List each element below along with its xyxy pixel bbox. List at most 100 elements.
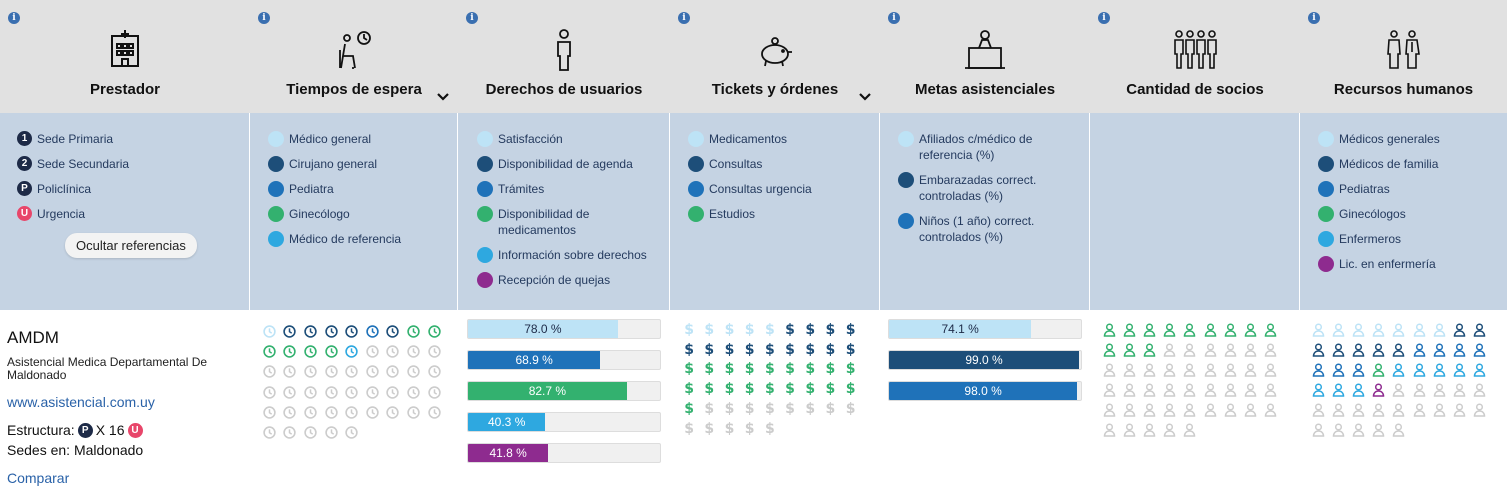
person-icon bbox=[1240, 360, 1260, 380]
progress-bar: 40.3 % bbox=[467, 412, 661, 432]
header-col-recursos[interactable]: i Recursos humanos bbox=[1300, 0, 1507, 113]
dollar-icon: $ bbox=[785, 341, 795, 358]
header-col-tickets[interactable]: i Tickets y órdenes bbox=[670, 0, 880, 113]
clock-icon bbox=[383, 402, 404, 422]
clock-icon bbox=[259, 362, 280, 382]
medical-staff-icon bbox=[1300, 28, 1507, 72]
progress-bar: 98.0 % bbox=[888, 381, 1082, 401]
legend-label: Consultas bbox=[709, 157, 763, 171]
provider-sedes: Sedes en: Maldonado bbox=[7, 442, 144, 458]
legend-item: Médicos de familia bbox=[1318, 156, 1507, 172]
info-icon[interactable]: i bbox=[466, 12, 478, 24]
legend-color-dot bbox=[898, 172, 914, 188]
person-icon bbox=[1429, 380, 1449, 400]
legend-metas: Afiliados c/médico de referencia (%) Emba… bbox=[880, 113, 1090, 310]
info-icon[interactable]: i bbox=[888, 12, 900, 24]
clock-icon bbox=[341, 402, 362, 422]
legend-color-dot bbox=[898, 131, 914, 147]
person-icon bbox=[1449, 360, 1469, 380]
legend-label: Afiliados c/médico de referencia (%) bbox=[919, 132, 1033, 162]
provider-website-link[interactable]: www.asistencial.com.uy bbox=[7, 394, 155, 410]
progress-bar: 74.1 % bbox=[888, 319, 1082, 339]
clock-icon bbox=[280, 382, 301, 402]
group-people-icon bbox=[1090, 28, 1300, 72]
legend-color-dot bbox=[898, 213, 914, 229]
derechos-bars: 78.0 % 68.9 % 82.7 % 40.3 % 41.8 % bbox=[467, 319, 661, 474]
person-icon bbox=[1409, 340, 1429, 360]
person-icon bbox=[1099, 420, 1119, 440]
header-title: Metas asistenciales bbox=[914, 81, 1056, 98]
header-col-prestador[interactable]: i Prestador bbox=[0, 0, 250, 113]
header-col-derechos[interactable]: i Derechos de usuarios bbox=[458, 0, 670, 113]
info-icon[interactable]: i bbox=[1098, 12, 1110, 24]
dollar-icon: $ bbox=[785, 321, 795, 338]
person-icon bbox=[1160, 320, 1180, 340]
person-icon bbox=[1139, 380, 1159, 400]
legend-label: Urgencia bbox=[37, 207, 86, 221]
dollar-icon: $ bbox=[744, 361, 755, 378]
header-title: Recursos humanos bbox=[1333, 81, 1474, 98]
clock-icon bbox=[321, 362, 342, 382]
provider-name: AMDM bbox=[7, 328, 59, 347]
legend-item: Médico general bbox=[268, 131, 457, 147]
person-icon bbox=[1119, 420, 1139, 440]
header-col-tiempos[interactable]: i Tiempos de espera bbox=[250, 0, 458, 113]
person-icon bbox=[1240, 320, 1260, 340]
person-icon bbox=[1240, 340, 1260, 360]
legend-item: U Urgencia bbox=[17, 206, 249, 222]
person-icon bbox=[1099, 360, 1119, 380]
info-icon[interactable]: i bbox=[258, 12, 270, 24]
metas-bars: 74.1 % 99.0 % 98.0 % bbox=[888, 319, 1082, 412]
person-icon bbox=[1099, 380, 1119, 400]
chevron-down-icon[interactable] bbox=[858, 90, 872, 104]
podium-speaker-icon bbox=[880, 28, 1090, 72]
legend-color-dot bbox=[1318, 206, 1334, 222]
info-icon[interactable]: i bbox=[1308, 12, 1320, 24]
person-icon bbox=[1429, 340, 1449, 360]
person-icon bbox=[1119, 380, 1139, 400]
info-icon[interactable]: i bbox=[678, 12, 690, 24]
person-icon bbox=[1119, 340, 1139, 360]
person-icon bbox=[1328, 420, 1348, 440]
person-icon bbox=[1328, 320, 1348, 340]
hospital-icon bbox=[0, 28, 250, 72]
clock-icon bbox=[321, 422, 342, 442]
clock-icon bbox=[280, 402, 301, 422]
progress-bar: 78.0 % bbox=[467, 319, 661, 339]
person-icon bbox=[1200, 340, 1220, 360]
provider-row: AMDM Asistencial Medica Departamental De… bbox=[0, 310, 1507, 498]
person-icon bbox=[1308, 340, 1328, 360]
progress-label: 78.0 % bbox=[524, 322, 562, 336]
dollar-icon: $ bbox=[744, 381, 755, 398]
legend-color-dot bbox=[477, 181, 493, 197]
dollar-icon: $ bbox=[704, 381, 715, 398]
recursos-icon-grid bbox=[1308, 320, 1490, 440]
header-col-socios[interactable]: i Cantidad de socios bbox=[1090, 0, 1300, 113]
legend-color-dot bbox=[688, 181, 704, 197]
dollar-icon: $ bbox=[724, 401, 735, 418]
legend-panel: 1 Sede Primaria 2 Sede Secundaria P Policlí… bbox=[0, 113, 1507, 310]
person-icon bbox=[1160, 360, 1180, 380]
legend-label: Enfermeros bbox=[1339, 232, 1402, 246]
dollar-icon: $ bbox=[805, 361, 816, 378]
person-icon bbox=[1470, 320, 1490, 340]
legend-item: Trámites bbox=[477, 181, 659, 197]
urgencia-badge: U bbox=[17, 206, 32, 221]
legend-color-dot bbox=[268, 131, 284, 147]
legend-tickets: Medicamentos Consultas Consultas urgencia E… bbox=[670, 113, 880, 310]
info-icon[interactable]: i bbox=[8, 12, 20, 24]
header-col-metas[interactable]: i Metas asistenciales bbox=[880, 0, 1090, 113]
clock-icon bbox=[280, 341, 301, 361]
person-icon bbox=[1389, 340, 1409, 360]
hide-references-button[interactable]: Ocultar referencias bbox=[65, 233, 197, 258]
person-icon bbox=[1328, 380, 1348, 400]
legend-label: Disponibilidad de agenda bbox=[498, 157, 633, 171]
compare-link[interactable]: Comparar bbox=[7, 470, 70, 486]
person-icon bbox=[1449, 320, 1469, 340]
progress-label: 74.1 % bbox=[941, 322, 979, 336]
person-icon bbox=[1180, 360, 1200, 380]
dollar-icon: $ bbox=[805, 341, 816, 358]
chevron-down-icon[interactable] bbox=[436, 90, 450, 104]
clock-icon bbox=[383, 321, 404, 341]
dollar-icon: $ bbox=[704, 401, 715, 418]
